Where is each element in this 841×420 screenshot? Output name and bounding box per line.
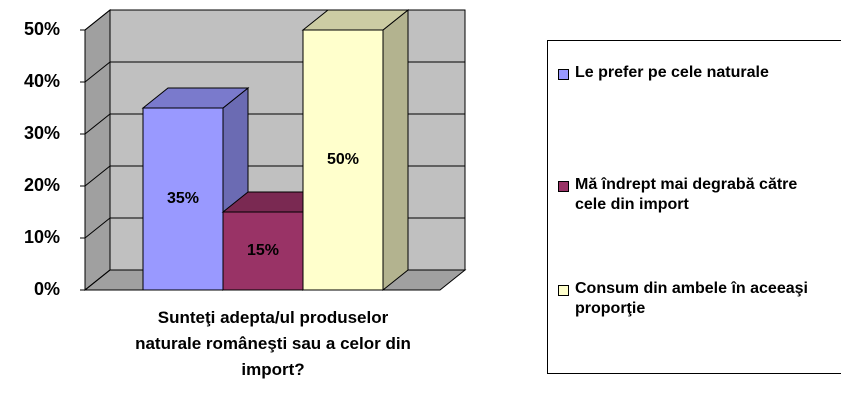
- grid-line-side: [84, 217, 111, 239]
- legend: Le prefer pe cele naturale Mă îndrept mai…: [547, 40, 841, 374]
- grid-line-side: [84, 61, 111, 83]
- value-label: 50%: [327, 151, 359, 168]
- y-tick-label: 50%: [24, 19, 60, 39]
- y-tick-label: 40%: [24, 71, 60, 91]
- legend-swatch: [558, 181, 569, 192]
- legend-label: Le prefer pe cele naturale: [575, 64, 769, 81]
- bar: [222, 211, 304, 291]
- legend-item: Mă îndrept mai degrabă către cele din im…: [558, 175, 838, 215]
- grid-line-side: [84, 269, 111, 291]
- legend-swatch: [558, 69, 569, 80]
- grid-line-side: [84, 165, 111, 187]
- bar: [302, 29, 384, 291]
- grid-line-side: [84, 113, 111, 135]
- side-wall: [84, 8, 111, 292]
- y-tick-label: 10%: [24, 227, 60, 247]
- bar-side: [382, 8, 409, 292]
- legend-label: Mă îndrept mai degrabă către cele din im…: [575, 176, 798, 213]
- value-label: 15%: [247, 242, 279, 259]
- legend-label: Consum din ambele în aceeaşi proporţie: [575, 280, 808, 317]
- y-tick-label: 0%: [34, 279, 60, 299]
- grid-line-side: [84, 9, 111, 31]
- y-tick-label: 30%: [24, 123, 60, 143]
- bar: [142, 107, 224, 291]
- category-label: Sunteţi adepta/ul produselor naturale ro…: [135, 308, 411, 379]
- value-label: 35%: [167, 190, 199, 207]
- legend-item: Le prefer pe cele naturale: [558, 63, 838, 83]
- legend-item: Consum din ambele în aceeaşi proporţie: [558, 279, 838, 319]
- y-tick-label: 20%: [24, 175, 60, 195]
- legend-swatch: [558, 285, 569, 296]
